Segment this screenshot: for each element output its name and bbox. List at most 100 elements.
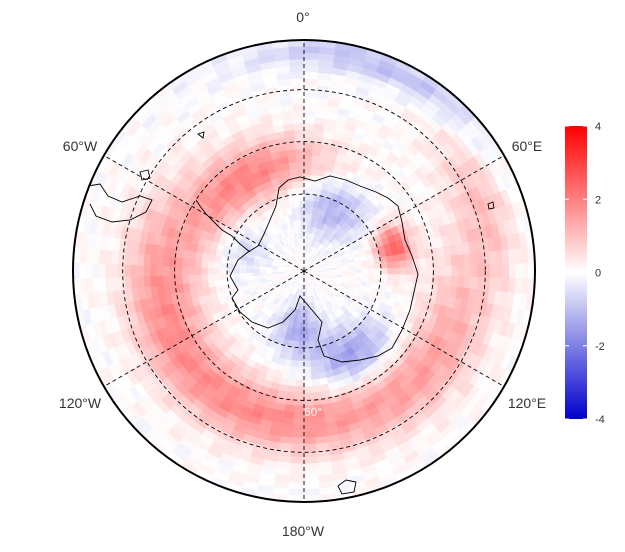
field-cell [430,179,444,194]
field-cell [320,280,327,286]
field-cell [342,449,359,460]
field-cell [349,480,368,492]
field-cell [264,266,273,271]
field-cell [229,101,245,114]
field-cell [326,282,334,288]
field-cell [327,321,335,331]
field-cell [357,451,374,463]
field-cell [320,279,328,285]
field-cell [352,399,366,411]
field-cell [111,264,119,280]
field-cell [483,143,499,162]
field-cell [302,40,321,47]
field-cell [140,133,157,150]
field-cell [411,390,426,405]
field-cell [201,428,219,443]
field-cell [211,412,227,426]
field-cell [384,248,394,257]
field-cell [321,259,329,264]
field-cell [344,409,359,420]
field-cell [476,327,489,344]
field-cell [425,265,433,276]
field-cell [335,266,344,270]
field-cell [307,276,312,283]
field-cell [319,290,326,298]
field-cell [273,290,281,298]
field-cell [290,97,304,105]
field-cell [319,188,328,197]
field-cell [193,89,211,104]
field-cell [164,348,178,363]
field-cell [274,204,283,213]
field-cell [316,52,335,62]
field-cell [143,265,151,278]
field-cell [398,280,407,289]
field-cell [446,317,458,332]
field-cell [431,412,449,429]
field-cell [423,368,437,383]
field-cell [417,417,434,433]
field-cell [268,294,276,302]
field-cell [299,258,303,265]
field-cell [305,277,309,284]
field-cell [383,82,401,96]
field-cell [304,271,311,273]
field-cell [377,289,386,297]
field-cell [258,266,266,270]
field-cell [413,412,430,428]
field-cell [378,469,398,483]
field-cell [155,275,164,288]
meridian-line [303,270,505,387]
field-cell [320,257,328,263]
field-cell [276,225,283,234]
field-cell [231,401,246,413]
field-cell [341,128,355,139]
field-cell [191,130,206,145]
field-cell [305,290,308,298]
field-cell [123,252,132,267]
field-cell [436,144,452,161]
field-cell [124,355,139,373]
field-cell [291,116,304,124]
field-cell [314,423,328,432]
field-cell [399,273,408,282]
field-cell [331,251,340,257]
field-cell [95,352,109,372]
field-cell [286,391,297,400]
field-cell [269,221,277,230]
field-cell [304,354,312,362]
field-cell [462,215,473,231]
field-cell [360,60,379,72]
field-cell [145,137,161,154]
field-cell [379,406,394,419]
field-cell [301,277,304,285]
field-cell [272,236,280,244]
field-cell [104,250,113,266]
field-cell [298,283,302,291]
field-cell [309,239,313,247]
field-cell [240,50,259,62]
field-cell [240,97,257,109]
field-cell [293,246,298,254]
field-cell [355,242,365,250]
field-cell [194,281,204,291]
field-cell [307,251,311,259]
field-cell [188,250,197,261]
field-cell [454,146,470,164]
field-cell [316,284,323,292]
field-cell [124,289,134,304]
field-cell [284,404,296,413]
field-cell [321,276,330,281]
field-cell [350,393,363,405]
field-cell [440,366,455,382]
field-cell [270,46,289,56]
field-cell [384,133,399,147]
field-cell [295,321,301,330]
field-cell [229,470,248,482]
field-cell [253,281,262,288]
field-cell [167,452,187,469]
field-cell [449,285,458,298]
field-cell [291,443,306,452]
field-cell [213,273,222,282]
field-cell [184,456,204,471]
